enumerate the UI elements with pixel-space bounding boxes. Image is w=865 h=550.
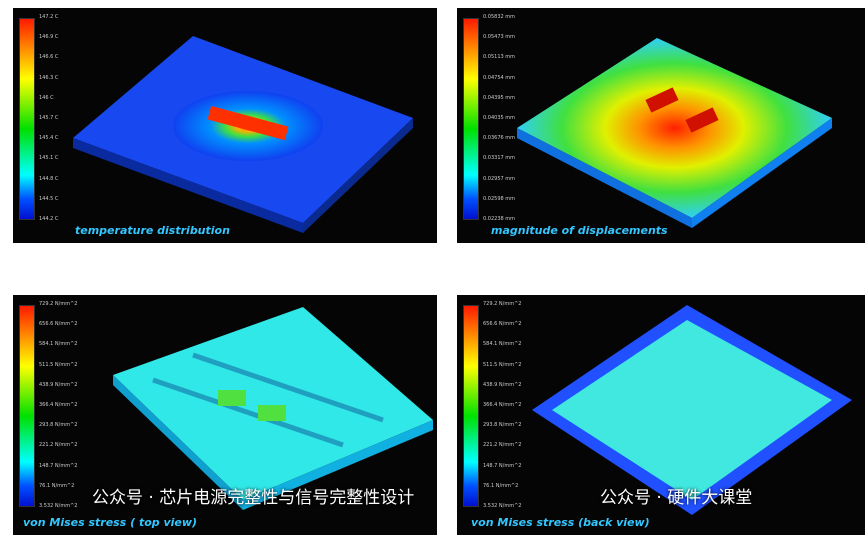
stress-top-board-image (113, 307, 433, 510)
legend-tick: 0.05473 mm (483, 34, 516, 41)
legend-tick: 293.8 N/mm^2 (39, 422, 78, 429)
temperature-board-image (73, 36, 413, 233)
legend-tick: 146 C (39, 94, 54, 101)
legend-tick: 146.9 C (39, 34, 59, 41)
legend-tick: 146.3 C (39, 74, 59, 81)
legend-tick: 729.2 N/mm^2 (483, 301, 522, 307)
stress-top-panel: 729.2 N/mm^2 656.6 N/mm^2 584.1 N/mm^2 511.… (13, 295, 437, 535)
legend-tick: 0.04754 mm (483, 74, 516, 81)
legend-tick: 438.9 N/mm^2 (483, 381, 522, 388)
temperature-panel: 147.2 C 146.9 C 146.6 C 146.3 C 146 C 145.7 C… (13, 8, 437, 243)
legend-tick: 146.6 C (39, 54, 59, 61)
legend-tick: 144.5 C (39, 195, 59, 202)
legend-tick: 0.02238 mm (483, 215, 516, 222)
legend-tick: 0.03676 mm (483, 135, 516, 142)
legend-tick: 148.7 N/mm^2 (483, 462, 522, 469)
legend-tick: 145.7 C (39, 114, 59, 121)
legend-tick: 511.5 N/mm^2 (483, 361, 522, 368)
legend-tick: 3.532 N/mm^2 (39, 502, 78, 509)
legend-tick: 0.02957 mm (483, 175, 516, 182)
displacement-panel: 0.05832 mm 0.05473 mm 0.05113 mm 0.04754 mm… (457, 8, 865, 243)
legend-tick: 144.2 C (39, 215, 59, 222)
displacement-board-image (517, 38, 832, 228)
legend-tick: 147.2 C (39, 14, 59, 20)
legend-tick: 0.04035 mm (483, 114, 516, 121)
legend-tick: 656.6 N/mm^2 (483, 321, 522, 328)
legend-tick: 0.04395 mm (483, 94, 516, 101)
temperature-legend-ticks: 147.2 C 146.9 C 146.6 C 146.3 C 146 C 145.7 C… (39, 14, 58, 222)
stress-back-board-image (532, 305, 852, 515)
legend-tick: 148.7 N/mm^2 (39, 462, 78, 469)
legend-tick: 221.2 N/mm^2 (483, 442, 522, 449)
legend-tick: 366.4 N/mm^2 (483, 401, 522, 408)
displacement-legend-ticks: 0.05832 mm 0.05473 mm 0.05113 mm 0.04754 mm… (483, 14, 515, 222)
legend-tick: 145.4 C (39, 135, 59, 142)
legend-tick: 293.8 N/mm^2 (483, 422, 522, 429)
caption: temperature distribution (75, 224, 230, 237)
legend-tick: 76.1 N/mm^2 (483, 482, 519, 489)
legend-tick: 366.4 N/mm^2 (39, 401, 78, 408)
caption: von Mises stress (back view) (471, 516, 650, 529)
legend-tick: 0.05113 mm (483, 54, 516, 61)
watermark: 公众号 · 芯片电源完整性与信号完整性设计 (92, 488, 415, 508)
caption: magnitude of displacements (491, 224, 668, 237)
legend-tick: 0.03317 mm (483, 155, 516, 162)
watermark: 公众号 · 硬件大课堂 (600, 488, 753, 508)
legend-tick: 729.2 N/mm^2 (39, 301, 78, 307)
legend-tick: 0.02598 mm (483, 195, 516, 202)
legend-tick: 438.9 N/mm^2 (39, 381, 78, 388)
stress-back-legend-ticks: 729.2 N/mm^2 656.6 N/mm^2 584.1 N/mm^2 511.… (483, 301, 521, 509)
legend-tick: 145.1 C (39, 155, 59, 162)
legend-tick: 511.5 N/mm^2 (39, 361, 78, 368)
legend-tick: 584.1 N/mm^2 (483, 341, 522, 348)
legend-tick: 3.532 N/mm^2 (483, 502, 522, 509)
legend-tick: 221.2 N/mm^2 (39, 442, 78, 449)
stress-back-panel: 729.2 N/mm^2 656.6 N/mm^2 584.1 N/mm^2 511.… (457, 295, 865, 535)
legend-tick: 0.05832 mm (483, 14, 516, 20)
stress-top-legend-ticks: 729.2 N/mm^2 656.6 N/mm^2 584.1 N/mm^2 511.… (39, 301, 77, 509)
caption: von Mises stress ( top view) (23, 516, 198, 529)
legend-tick: 144.8 C (39, 175, 59, 182)
legend-tick: 656.6 N/mm^2 (39, 321, 78, 328)
legend-tick: 76.1 N/mm^2 (39, 482, 75, 489)
legend-tick: 584.1 N/mm^2 (39, 341, 78, 348)
